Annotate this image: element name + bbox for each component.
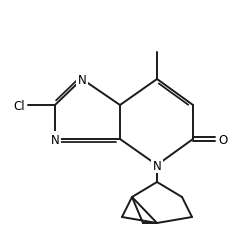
Text: N: N — [50, 133, 59, 146]
Text: Cl: Cl — [13, 99, 25, 112]
Text: N: N — [77, 73, 86, 86]
Text: N: N — [152, 159, 161, 172]
Text: O: O — [217, 133, 226, 146]
